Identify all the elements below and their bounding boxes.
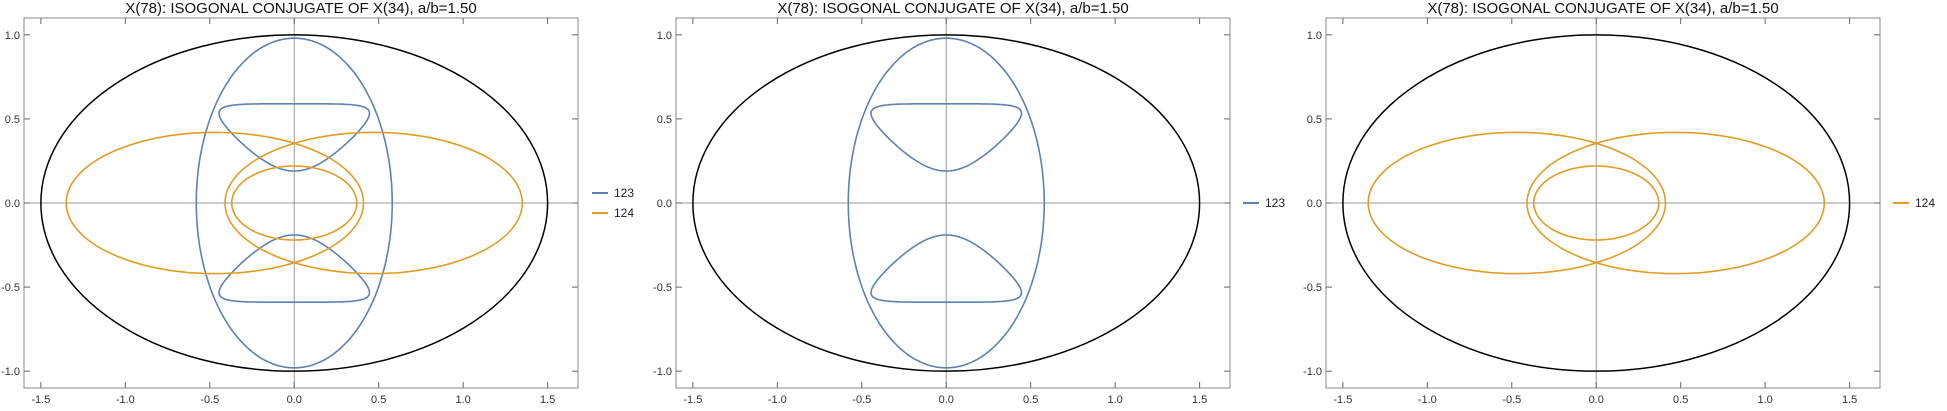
x-tick-label: -1.5 [1333, 394, 1352, 406]
curve-123-outer [195, 37, 394, 369]
chart-panel-3: X(78): ISOGONAL CONJUGATE OF X(34), a/b=… [1303, 0, 1935, 406]
x-tick-label: 0.5 [1673, 394, 1688, 406]
chart-title: X(78): ISOGONAL CONJUGATE OF X(34), a/b=… [1427, 0, 1778, 17]
curve-123-lower-lobes [870, 234, 1023, 304]
curve-123-upper-lobes [218, 103, 371, 172]
chart-title: X(78): ISOGONAL CONJUGATE OF X(34), a/b=… [777, 0, 1128, 17]
x-tick-label: 1.5 [1842, 394, 1857, 406]
chart-panel-2: X(78): ISOGONAL CONJUGATE OF X(34), a/b=… [653, 0, 1285, 406]
y-tick-label: 0.0 [657, 198, 672, 210]
legend-label-124: 124 [614, 206, 634, 220]
x-tick-label: 0.0 [287, 394, 302, 406]
x-tick-label: -0.5 [200, 394, 219, 406]
x-tick-label: 0.0 [939, 394, 954, 406]
y-tick-label: -0.5 [653, 282, 672, 294]
y-tick-label: -1.0 [1303, 366, 1322, 378]
curve-123-upper-lobes [870, 103, 1023, 172]
curve-123-lower-lobes [218, 234, 371, 304]
y-tick-label: 1.0 [5, 30, 20, 42]
boundary-ellipse [1342, 34, 1851, 372]
curve-124-left-loop [65, 131, 365, 275]
boundary-ellipse [692, 34, 1201, 372]
curve-123-outer [847, 37, 1045, 369]
curve-124-right-loop [224, 131, 524, 275]
y-tick-label: 1.0 [1307, 30, 1322, 42]
x-tick-label: -1.0 [116, 394, 135, 406]
curve-124-right-loop [1526, 131, 1826, 275]
curve-124-left-loop [1367, 131, 1667, 275]
x-tick-label: 1.0 [1757, 394, 1772, 406]
x-tick-label: -0.5 [1502, 394, 1521, 406]
curve-124-inner-loop [1533, 165, 1660, 241]
y-tick-label: 0.5 [1307, 114, 1322, 126]
x-tick-label: 0.5 [1023, 394, 1038, 406]
y-tick-label: 0.0 [1307, 198, 1322, 210]
x-tick-label: 1.5 [1192, 394, 1207, 406]
x-tick-label: -1.0 [1418, 394, 1437, 406]
x-tick-label: 0.5 [371, 394, 386, 406]
legend-label-123: 123 [1265, 196, 1285, 210]
x-tick-label: 1.5 [540, 394, 555, 406]
legend-label-124: 124 [1915, 196, 1935, 210]
y-tick-label: 0.5 [657, 114, 672, 126]
legend-label-123: 123 [614, 186, 634, 200]
y-tick-label: 0.5 [5, 114, 20, 126]
x-tick-label: -1.5 [683, 394, 702, 406]
chart-title: X(78): ISOGONAL CONJUGATE OF X(34), a/b=… [125, 0, 476, 17]
boundary-ellipse [40, 34, 549, 372]
curve-124-inner-loop [230, 165, 358, 241]
chart-panel-1: X(78): ISOGONAL CONJUGATE OF X(34), a/b=… [1, 0, 634, 406]
x-tick-label: -0.5 [852, 394, 871, 406]
y-tick-label: 0.0 [5, 198, 20, 210]
y-tick-label: -1.0 [653, 366, 672, 378]
x-tick-label: 0.0 [1589, 394, 1604, 406]
y-tick-label: -0.5 [1303, 282, 1322, 294]
x-tick-label: 1.0 [455, 394, 470, 406]
y-tick-label: -0.5 [1, 282, 20, 294]
x-tick-label: -1.5 [31, 394, 50, 406]
y-tick-label: -1.0 [1, 366, 20, 378]
y-tick-label: 1.0 [657, 30, 672, 42]
x-tick-label: -1.0 [768, 394, 787, 406]
x-tick-label: 1.0 [1107, 394, 1122, 406]
